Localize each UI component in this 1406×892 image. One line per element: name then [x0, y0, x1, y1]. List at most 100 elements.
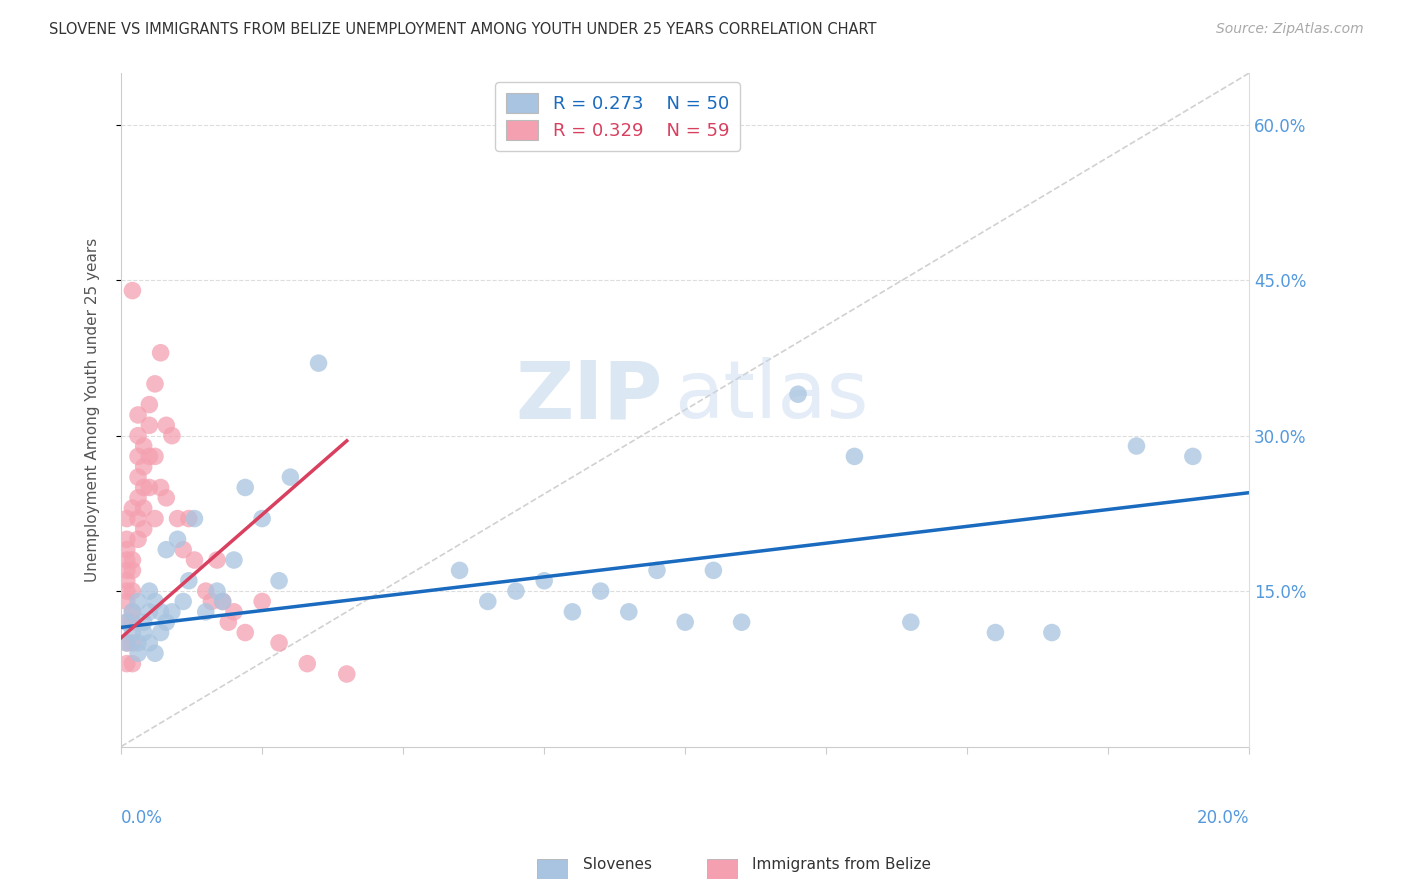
Point [127, 491, 149, 505]
Point [121, 563, 143, 577]
Point [132, 439, 155, 453]
Point [132, 522, 155, 536]
Point [505, 584, 527, 599]
Point [115, 584, 138, 599]
Point [149, 481, 172, 495]
Point [645, 563, 668, 577]
Point [115, 553, 138, 567]
Point [730, 615, 752, 630]
Point [132, 459, 155, 474]
Point [200, 594, 222, 608]
Point [211, 594, 233, 608]
Text: 0.0%: 0.0% [121, 809, 163, 827]
Point [183, 511, 205, 525]
Point [127, 450, 149, 464]
Point [127, 636, 149, 650]
Text: ZIP: ZIP [516, 358, 662, 435]
Point [166, 511, 188, 525]
Legend: R = 0.273    N = 50, R = 0.329    N = 59: R = 0.273 N = 50, R = 0.329 N = 59 [495, 82, 740, 151]
Point [127, 646, 149, 660]
Point [233, 625, 256, 640]
Point [250, 594, 273, 608]
Point [1125, 439, 1147, 453]
Point [121, 553, 143, 567]
Point [127, 533, 149, 547]
Point [533, 574, 555, 588]
Point [149, 625, 172, 640]
Point [177, 574, 200, 588]
Point [267, 574, 290, 588]
Point [166, 533, 188, 547]
Point [250, 511, 273, 525]
Point [155, 491, 177, 505]
Point [336, 667, 359, 681]
Point [121, 284, 143, 298]
Point [449, 563, 471, 577]
Point [297, 657, 319, 671]
Point [115, 533, 138, 547]
Text: Immigrants from Belize: Immigrants from Belize [752, 857, 931, 872]
Point [115, 636, 138, 650]
Point [121, 636, 143, 650]
Point [115, 594, 138, 608]
Point [673, 615, 696, 630]
Point [143, 594, 166, 608]
Point [702, 563, 724, 577]
Point [183, 553, 205, 567]
Point [233, 481, 256, 495]
Text: atlas: atlas [673, 358, 869, 435]
Point [172, 594, 194, 608]
Point [121, 625, 143, 640]
Point [308, 356, 330, 370]
Point [115, 511, 138, 525]
Point [138, 481, 160, 495]
Point [143, 450, 166, 464]
Point [160, 605, 183, 619]
Point [138, 584, 160, 599]
Point [155, 418, 177, 433]
Point [138, 636, 160, 650]
Point [127, 470, 149, 484]
Point [280, 470, 302, 484]
Point [222, 605, 245, 619]
Point [149, 345, 172, 359]
Point [205, 584, 228, 599]
Point [561, 605, 583, 619]
Point [132, 481, 155, 495]
Point [194, 584, 217, 599]
Point [477, 594, 499, 608]
Point [127, 408, 149, 422]
Point [121, 501, 143, 516]
Text: SLOVENE VS IMMIGRANTS FROM BELIZE UNEMPLOYMENT AMONG YOUTH UNDER 25 YEARS CORREL: SLOVENE VS IMMIGRANTS FROM BELIZE UNEMPL… [49, 22, 877, 37]
Point [115, 615, 138, 630]
Point [617, 605, 640, 619]
Point [138, 398, 160, 412]
Point [138, 605, 160, 619]
Point [143, 511, 166, 525]
Point [267, 636, 290, 650]
Point [194, 605, 217, 619]
Point [121, 605, 143, 619]
Point [211, 594, 233, 608]
Point [787, 387, 810, 401]
Y-axis label: Unemployment Among Youth under 25 years: Unemployment Among Youth under 25 years [86, 237, 100, 582]
Point [127, 594, 149, 608]
Point [127, 428, 149, 442]
Point [1181, 450, 1204, 464]
Point [115, 542, 138, 557]
Point [844, 450, 866, 464]
Point [143, 646, 166, 660]
Point [217, 615, 239, 630]
Point [138, 450, 160, 464]
Text: Source: ZipAtlas.com: Source: ZipAtlas.com [1216, 22, 1364, 37]
Point [900, 615, 922, 630]
Point [589, 584, 612, 599]
Point [121, 584, 143, 599]
Point [121, 615, 143, 630]
Point [115, 574, 138, 588]
Point [143, 376, 166, 391]
Point [132, 615, 155, 630]
Point [138, 418, 160, 433]
Point [155, 542, 177, 557]
Point [132, 501, 155, 516]
